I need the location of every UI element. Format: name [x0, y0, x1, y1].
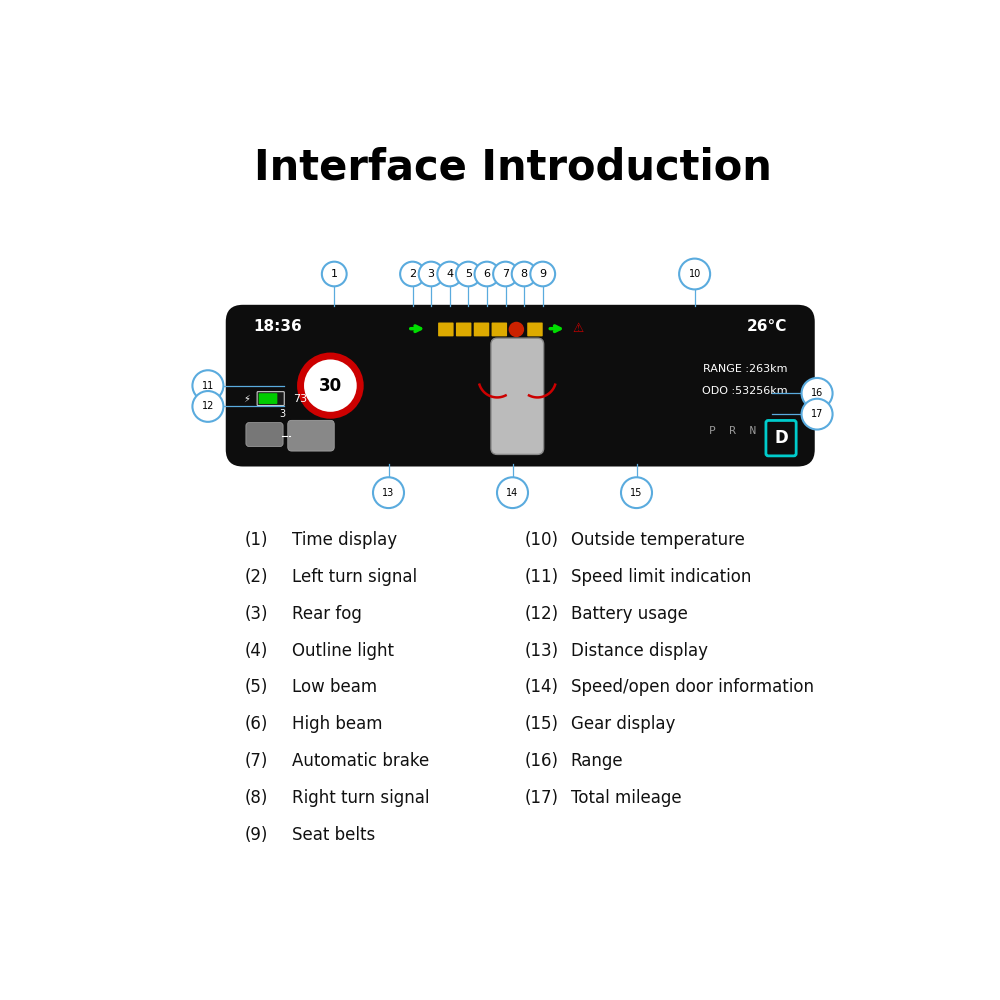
Text: (14): (14) — [524, 678, 558, 696]
FancyBboxPatch shape — [257, 392, 284, 406]
Text: 7: 7 — [502, 269, 509, 279]
FancyBboxPatch shape — [492, 323, 507, 336]
Text: Total mileage: Total mileage — [571, 789, 681, 807]
Text: 6: 6 — [483, 269, 490, 279]
Circle shape — [437, 262, 462, 286]
Text: Speed/open door information: Speed/open door information — [571, 678, 814, 696]
Text: (6): (6) — [245, 715, 268, 733]
Text: (16): (16) — [524, 752, 558, 770]
Text: (2): (2) — [245, 568, 269, 586]
Text: 17: 17 — [811, 409, 823, 419]
Text: Battery usage: Battery usage — [571, 605, 688, 623]
FancyBboxPatch shape — [226, 305, 815, 466]
Text: Outside temperature: Outside temperature — [571, 531, 744, 549]
FancyBboxPatch shape — [766, 420, 796, 456]
Circle shape — [512, 262, 537, 286]
Text: ⚡: ⚡ — [243, 394, 250, 404]
Circle shape — [373, 477, 404, 508]
Text: Rear fog: Rear fog — [292, 605, 362, 623]
Text: Range: Range — [571, 752, 623, 770]
Text: (10): (10) — [524, 531, 558, 549]
Text: (8): (8) — [245, 789, 268, 807]
Text: 3: 3 — [428, 269, 435, 279]
Text: 1: 1 — [331, 269, 338, 279]
Circle shape — [530, 262, 555, 286]
FancyBboxPatch shape — [456, 323, 471, 336]
Circle shape — [802, 399, 833, 430]
Text: Interface Introduction: Interface Introduction — [254, 147, 771, 189]
Text: 8: 8 — [521, 269, 528, 279]
FancyBboxPatch shape — [259, 393, 277, 404]
Text: 15: 15 — [630, 488, 643, 498]
Text: 73%: 73% — [293, 394, 318, 404]
Circle shape — [322, 262, 347, 286]
Circle shape — [400, 262, 425, 286]
Text: (17): (17) — [524, 789, 558, 807]
Circle shape — [509, 322, 524, 337]
Text: (15): (15) — [524, 715, 558, 733]
Text: 14: 14 — [506, 488, 519, 498]
Text: Right turn signal: Right turn signal — [292, 789, 429, 807]
Text: RANGE :263km: RANGE :263km — [703, 364, 788, 374]
Text: Automatic brake: Automatic brake — [292, 752, 429, 770]
Text: (12): (12) — [524, 605, 558, 623]
Text: (9): (9) — [245, 826, 268, 844]
Text: 12: 12 — [202, 401, 214, 411]
FancyBboxPatch shape — [438, 323, 454, 336]
FancyBboxPatch shape — [246, 423, 283, 446]
Text: (11): (11) — [524, 568, 558, 586]
FancyBboxPatch shape — [491, 338, 544, 454]
Text: 10: 10 — [688, 269, 701, 279]
Text: D: D — [774, 429, 788, 447]
Circle shape — [493, 262, 518, 286]
Circle shape — [802, 378, 833, 409]
Circle shape — [304, 359, 357, 412]
Text: Speed limit indication: Speed limit indication — [571, 568, 751, 586]
Text: 9: 9 — [539, 269, 546, 279]
Text: 13: 13 — [382, 488, 395, 498]
Circle shape — [419, 262, 444, 286]
Text: Distance display: Distance display — [571, 642, 708, 660]
Text: ODO :53256km: ODO :53256km — [702, 386, 788, 396]
Text: (3): (3) — [245, 605, 269, 623]
Text: ⚠: ⚠ — [573, 322, 584, 335]
Text: (13): (13) — [524, 642, 558, 660]
Circle shape — [679, 259, 710, 289]
Text: (4): (4) — [245, 642, 268, 660]
Text: Left turn signal: Left turn signal — [292, 568, 417, 586]
Circle shape — [192, 391, 223, 422]
Text: Outline light: Outline light — [292, 642, 394, 660]
Text: 16: 16 — [811, 388, 823, 398]
Text: 18:36: 18:36 — [253, 319, 302, 334]
Text: 30: 30 — [319, 377, 342, 395]
Text: 4: 4 — [446, 269, 453, 279]
Circle shape — [192, 370, 223, 401]
FancyBboxPatch shape — [288, 420, 334, 451]
Text: Low beam: Low beam — [292, 678, 377, 696]
Text: 3: 3 — [279, 409, 285, 419]
Text: 5: 5 — [465, 269, 472, 279]
Circle shape — [497, 477, 528, 508]
Text: P  R  N: P R N — [709, 426, 757, 436]
Text: Seat belts: Seat belts — [292, 826, 375, 844]
Text: High beam: High beam — [292, 715, 382, 733]
Circle shape — [456, 262, 481, 286]
Text: 11: 11 — [202, 381, 214, 391]
Text: (5): (5) — [245, 678, 268, 696]
Text: (1): (1) — [245, 531, 269, 549]
Text: (7): (7) — [245, 752, 268, 770]
FancyBboxPatch shape — [527, 323, 543, 336]
Text: 2: 2 — [409, 269, 416, 279]
Circle shape — [475, 262, 499, 286]
Text: Time display: Time display — [292, 531, 397, 549]
Text: 26°C: 26°C — [747, 319, 788, 334]
Circle shape — [297, 353, 364, 419]
FancyBboxPatch shape — [474, 323, 489, 336]
Circle shape — [621, 477, 652, 508]
Text: Gear display: Gear display — [571, 715, 675, 733]
